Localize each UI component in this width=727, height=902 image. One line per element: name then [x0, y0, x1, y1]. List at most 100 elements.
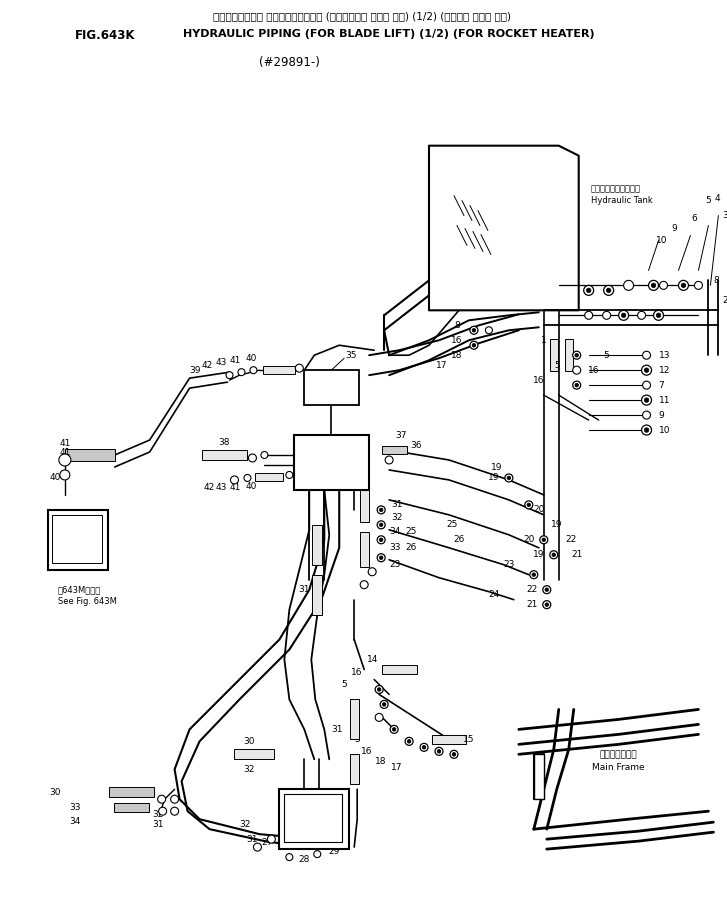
- Text: 31: 31: [246, 834, 258, 843]
- Circle shape: [405, 737, 413, 745]
- Circle shape: [643, 351, 651, 359]
- Text: 16: 16: [361, 747, 373, 756]
- Circle shape: [603, 311, 611, 319]
- Circle shape: [643, 411, 651, 419]
- Circle shape: [250, 367, 257, 373]
- Circle shape: [545, 588, 549, 592]
- Bar: [279, 789, 349, 849]
- Circle shape: [648, 281, 659, 290]
- Text: 9: 9: [672, 224, 678, 233]
- Circle shape: [656, 313, 661, 318]
- Text: 31: 31: [391, 501, 403, 510]
- Text: 5: 5: [705, 196, 711, 205]
- Bar: [313, 575, 322, 614]
- Polygon shape: [534, 754, 544, 799]
- Circle shape: [552, 553, 555, 557]
- Circle shape: [261, 452, 268, 458]
- Circle shape: [525, 501, 533, 509]
- Circle shape: [573, 382, 581, 389]
- Circle shape: [624, 281, 634, 290]
- Circle shape: [377, 506, 385, 514]
- Circle shape: [539, 536, 547, 544]
- Text: 42: 42: [204, 483, 215, 492]
- Circle shape: [375, 686, 383, 694]
- Text: 30: 30: [244, 737, 255, 746]
- Bar: [235, 750, 274, 759]
- Circle shape: [420, 743, 428, 751]
- Text: 15: 15: [463, 735, 475, 744]
- Circle shape: [644, 428, 648, 432]
- Text: 40: 40: [246, 354, 257, 363]
- Text: 11: 11: [659, 396, 670, 405]
- Circle shape: [422, 746, 426, 750]
- Circle shape: [644, 368, 648, 373]
- Text: 10: 10: [659, 426, 670, 435]
- Circle shape: [644, 398, 648, 402]
- Text: 16: 16: [451, 336, 462, 345]
- Text: 43: 43: [216, 483, 228, 492]
- Text: 40: 40: [246, 483, 257, 492]
- Circle shape: [226, 372, 233, 379]
- Circle shape: [527, 503, 531, 507]
- Circle shape: [375, 713, 383, 722]
- Text: 4: 4: [715, 194, 720, 203]
- Circle shape: [505, 474, 513, 482]
- Circle shape: [606, 288, 611, 292]
- Circle shape: [573, 351, 581, 359]
- Circle shape: [694, 281, 702, 290]
- Text: 6: 6: [691, 214, 697, 223]
- Circle shape: [379, 538, 383, 541]
- Circle shape: [249, 454, 257, 462]
- Circle shape: [385, 456, 393, 464]
- Text: 21: 21: [571, 550, 582, 559]
- Text: 40: 40: [49, 474, 60, 483]
- Circle shape: [238, 369, 245, 375]
- Bar: [114, 803, 149, 812]
- Circle shape: [603, 285, 614, 295]
- Circle shape: [60, 470, 70, 480]
- Circle shape: [622, 313, 626, 318]
- Circle shape: [377, 687, 381, 691]
- Circle shape: [641, 425, 651, 435]
- Text: 35: 35: [325, 383, 337, 393]
- Bar: [65, 449, 115, 461]
- Circle shape: [486, 327, 492, 334]
- Bar: [48, 510, 108, 570]
- Text: See Fig. 643M: See Fig. 643M: [58, 597, 117, 606]
- Circle shape: [470, 341, 478, 349]
- Text: 28: 28: [299, 854, 310, 863]
- Text: 41: 41: [230, 483, 241, 492]
- Circle shape: [550, 551, 558, 558]
- Text: 19: 19: [551, 520, 563, 529]
- Bar: [52, 515, 102, 563]
- Circle shape: [380, 701, 388, 708]
- Circle shape: [470, 327, 478, 335]
- Text: 13: 13: [659, 351, 670, 360]
- Bar: [263, 366, 295, 374]
- Text: 16: 16: [350, 668, 362, 677]
- Circle shape: [286, 472, 293, 478]
- Text: 41: 41: [59, 448, 71, 457]
- Bar: [305, 370, 359, 405]
- Text: 32: 32: [240, 820, 251, 829]
- Circle shape: [619, 310, 629, 320]
- Text: Hydraulic Tank: Hydraulic Tank: [590, 196, 652, 205]
- Circle shape: [377, 520, 385, 529]
- Circle shape: [377, 536, 385, 544]
- Text: 37: 37: [325, 458, 337, 468]
- Bar: [350, 699, 358, 740]
- Text: メインフレーム: メインフレーム: [600, 750, 638, 759]
- Circle shape: [244, 474, 251, 482]
- Text: 5: 5: [354, 735, 360, 744]
- Text: 12: 12: [659, 365, 670, 374]
- Text: 19: 19: [488, 474, 499, 483]
- Text: 20: 20: [533, 505, 545, 514]
- Text: 37: 37: [395, 430, 407, 439]
- Circle shape: [585, 311, 593, 319]
- Text: 5: 5: [342, 680, 347, 689]
- Circle shape: [641, 365, 651, 375]
- Text: 36: 36: [410, 440, 422, 449]
- Circle shape: [543, 601, 551, 609]
- Text: 7: 7: [659, 381, 664, 390]
- Circle shape: [587, 288, 591, 292]
